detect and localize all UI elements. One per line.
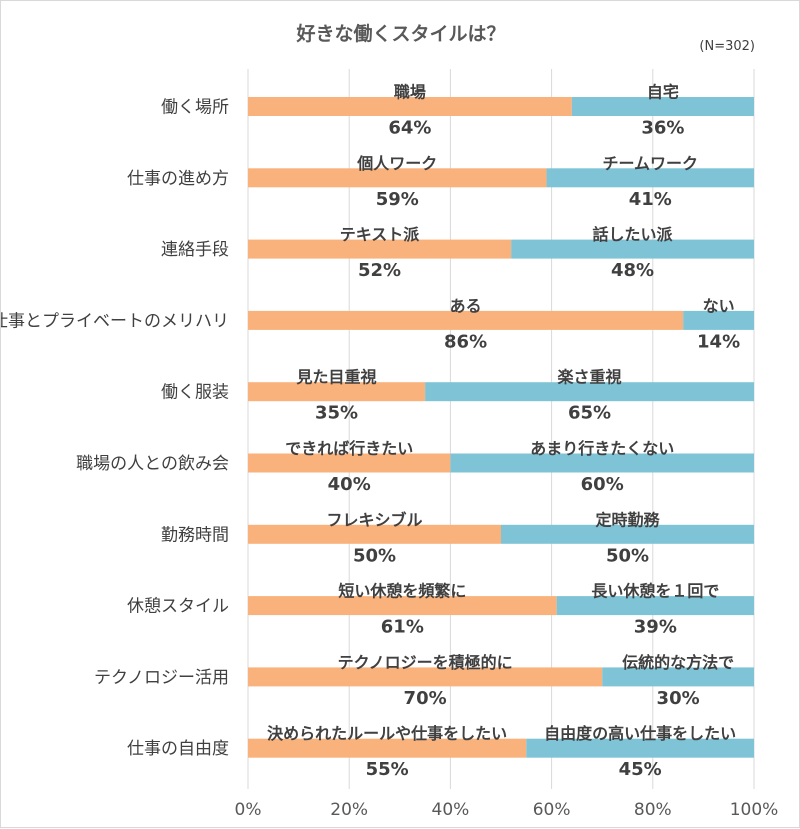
left-percent-label: 70% <box>404 688 447 709</box>
left-percent-label: 86% <box>444 331 487 352</box>
bar-right-segment <box>602 667 754 687</box>
right-percent-label: 48% <box>611 260 654 281</box>
left-percent-label: 55% <box>366 759 409 780</box>
category-label: 休憩スタイル <box>127 597 229 617</box>
bar-right-segment <box>683 310 754 330</box>
bar-right-segment <box>501 524 754 544</box>
x-tick-label: 40% <box>432 800 470 820</box>
x-tick-label: 0% <box>235 800 262 820</box>
category-label: 勤務時間 <box>161 525 229 545</box>
left-percent-label: 59% <box>376 189 419 210</box>
right-option-label: 自宅 <box>647 83 679 102</box>
right-option-label: 定時勤務 <box>594 510 660 529</box>
right-percent-label: 41% <box>629 189 672 210</box>
bar-right-segment <box>571 97 754 116</box>
right-percent-label: 39% <box>634 617 677 638</box>
left-option-label: ある <box>450 296 482 315</box>
right-option-label: 伝統的な方法で <box>622 653 734 672</box>
left-percent-label: 52% <box>358 260 401 281</box>
left-option-label: 短い休憩を頻繁に <box>338 582 466 601</box>
left-option-label: 個人ワーク <box>356 154 437 173</box>
left-percent-label: 50% <box>353 545 396 566</box>
right-option-label: ない <box>703 296 735 315</box>
left-option-label: テクノロジーを積極的に <box>338 653 513 672</box>
category-label: 仕事の進め方 <box>127 169 229 189</box>
bar-right-segment <box>546 168 754 188</box>
bar-right-segment <box>450 453 754 473</box>
category-label: 職場の人との飲み会 <box>76 454 229 474</box>
x-tick-label: 100% <box>730 800 779 820</box>
right-option-label: あまり行きたくない <box>530 439 674 458</box>
right-percent-label: 14% <box>697 331 740 352</box>
right-percent-label: 45% <box>619 759 662 780</box>
left-option-label: 見た目重視 <box>296 368 377 387</box>
left-percent-label: 61% <box>381 617 424 638</box>
bar-right-segment <box>526 738 754 758</box>
category-label: 仕事とプライベートのメリハリ <box>1 311 229 331</box>
right-percent-label: 36% <box>641 118 684 139</box>
category-label: 仕事の自由度 <box>127 739 229 759</box>
category-label: 働く服装 <box>161 383 229 403</box>
left-option-label: フレキシブル <box>326 510 422 529</box>
right-percent-label: 65% <box>568 403 611 424</box>
right-option-label: チームワーク <box>603 154 699 173</box>
right-option-label: 長い休憩を１回で <box>591 582 719 601</box>
bar-right-segment <box>556 596 754 616</box>
bar-right-segment <box>511 239 754 259</box>
left-percent-label: 64% <box>388 118 431 139</box>
left-option-label: できれば行きたい <box>285 439 413 458</box>
bar-left-segment <box>248 524 501 544</box>
left-option-label: テキスト派 <box>340 225 421 244</box>
right-option-label: 楽さ重視 <box>557 368 622 387</box>
bar-left-segment <box>248 453 451 473</box>
chart-title: 好きな働くスタイルは？ <box>296 23 506 45</box>
bar-right-segment <box>425 382 754 402</box>
category-label: テクノロジー活用 <box>94 668 229 688</box>
bar-left-segment <box>248 596 557 616</box>
left-option-label: 決められたルールや仕事をしたい <box>267 724 507 743</box>
bar-left-segment <box>248 667 603 687</box>
sample-size-note: (N=302) <box>699 39 755 54</box>
x-tick-label: 60% <box>533 800 571 820</box>
bar-left-segment <box>248 168 547 188</box>
left-option-label: 職場 <box>394 83 426 102</box>
bar-left-segment <box>248 239 512 259</box>
category-label: 連絡手段 <box>161 240 229 260</box>
right-percent-label: 30% <box>657 688 700 709</box>
x-tick-label: 20% <box>330 800 368 820</box>
right-option-label: 話したい派 <box>593 225 674 244</box>
category-label: 働く場所 <box>161 98 229 118</box>
bar-left-segment <box>248 382 426 402</box>
right-percent-label: 60% <box>581 474 624 495</box>
bar-left-segment <box>248 738 527 758</box>
left-percent-label: 35% <box>315 403 358 424</box>
right-option-label: 自由度の高い仕事をしたい <box>544 724 736 743</box>
left-percent-label: 40% <box>328 474 371 495</box>
x-tick-label: 80% <box>634 800 672 820</box>
bar-left-segment <box>248 97 572 116</box>
bar-left-segment <box>248 310 684 330</box>
right-percent-label: 50% <box>606 545 649 566</box>
